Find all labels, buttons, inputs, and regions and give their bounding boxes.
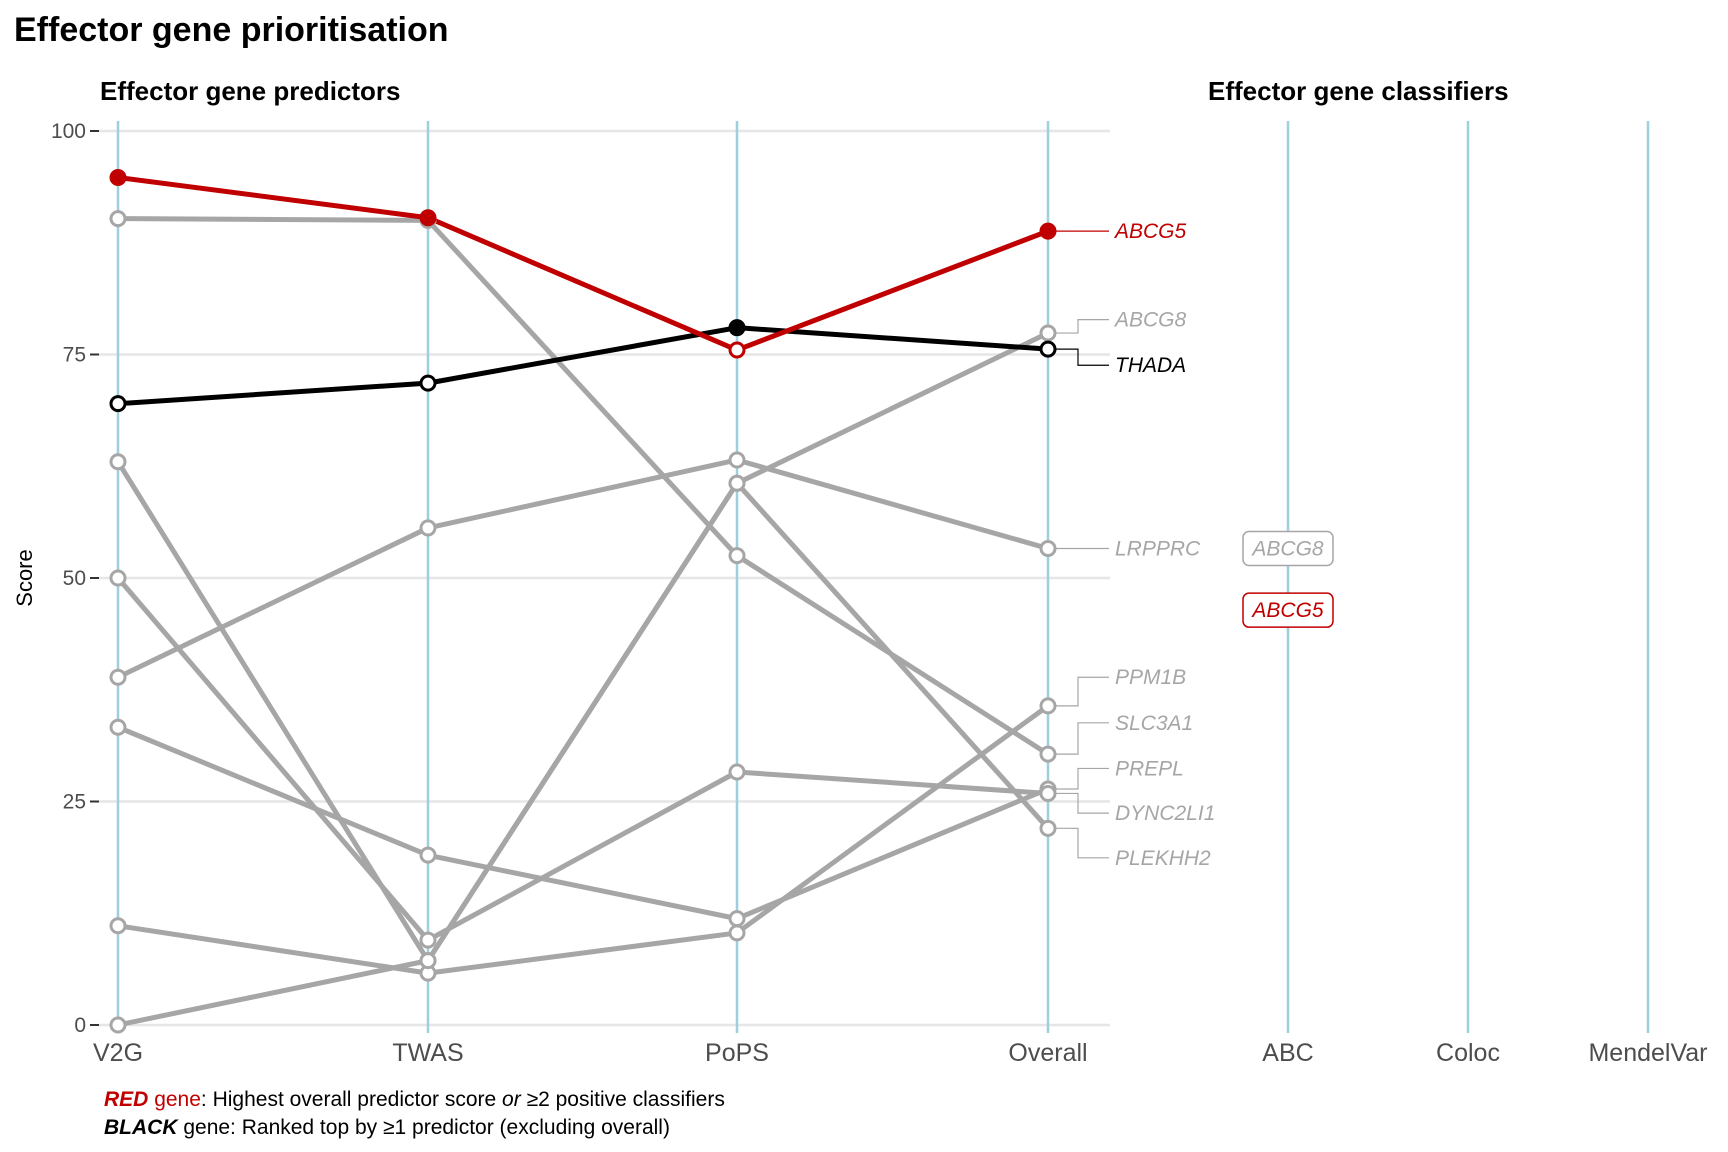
caption-black-line: BLACK gene: Ranked top by ≥1 predictor (… bbox=[104, 1116, 670, 1139]
gene-label-slc3a1: SLC3A1 bbox=[1115, 712, 1193, 735]
series-point-thada bbox=[109, 395, 127, 413]
caption-red-word: RED bbox=[104, 1088, 148, 1111]
label-leader-line bbox=[1056, 767, 1109, 790]
series-point-lrpprc bbox=[1039, 539, 1057, 557]
series-point-abcg8 bbox=[109, 1016, 127, 1034]
y-axis-label: Score bbox=[12, 549, 37, 606]
series-point-dync2li1 bbox=[728, 763, 746, 781]
series-point-abcg5 bbox=[419, 209, 437, 227]
series-point-dync2li1 bbox=[419, 931, 437, 949]
series-line-thada bbox=[115, 325, 1051, 407]
caption-red-line: RED gene: Highest overall predictor scor… bbox=[104, 1088, 725, 1111]
x-tick-labels: V2G TWAS PoPS Overall ABC Coloc MendelVar bbox=[93, 1039, 1708, 1067]
gene-label-plekhh2: PLEKHH2 bbox=[1115, 847, 1211, 870]
series-point-slc3a1 bbox=[109, 210, 127, 228]
y-gridlines bbox=[99, 129, 1110, 1027]
label-leader-line bbox=[1056, 827, 1109, 859]
chart-title: Effector gene prioritisation bbox=[14, 11, 449, 49]
caption-red-gene-word: gene bbox=[154, 1088, 201, 1111]
series-point-dync2li1 bbox=[109, 569, 127, 587]
series-point-ppm1b bbox=[109, 917, 127, 935]
gene-label-ppm1b: PPM1B bbox=[1115, 666, 1186, 689]
series-line-plekhh2 bbox=[115, 459, 1051, 964]
y-tick-label: 25 bbox=[63, 791, 86, 814]
gene-label-abcg8: ABCG8 bbox=[1113, 309, 1187, 332]
series-point-dync2li1 bbox=[1039, 784, 1057, 802]
caption-black-text: gene: Ranked top by ≥1 predictor (exclud… bbox=[178, 1116, 670, 1139]
series-line-dync2li1 bbox=[115, 575, 1051, 943]
y-tick-label: 50 bbox=[63, 567, 86, 590]
y-tick-label: 75 bbox=[63, 344, 86, 367]
gene-labels: ABCG5 ABCG8 THADA LRPPRC PPM1B SLC3A1 PREPL DYN… bbox=[1056, 220, 1215, 870]
gene-label-prepl: PREPL bbox=[1115, 757, 1184, 780]
series-point-thada bbox=[728, 319, 746, 337]
series-point-lrpprc bbox=[419, 519, 437, 537]
caption-black-word: BLACK bbox=[104, 1116, 179, 1139]
label-leader-line bbox=[1056, 319, 1109, 334]
series-point-plekhh2 bbox=[1039, 819, 1057, 837]
classifier-hit-label: ABCG8 bbox=[1250, 537, 1324, 560]
series-point-ppm1b bbox=[1039, 697, 1057, 715]
x-tick-label: Overall bbox=[1008, 1039, 1087, 1067]
series-point-prepl bbox=[419, 846, 437, 864]
series-point-thada bbox=[1039, 340, 1057, 358]
caption-red-text-or: or bbox=[502, 1088, 522, 1111]
series-point-plekhh2 bbox=[728, 474, 746, 492]
series-point-slc3a1 bbox=[1039, 745, 1057, 763]
label-leader-line bbox=[1056, 792, 1109, 814]
series-lines bbox=[115, 174, 1051, 1028]
gene-label-lrpprc: LRPPRC bbox=[1115, 537, 1201, 560]
series-point-plekhh2 bbox=[419, 952, 437, 970]
gene-label-abcg5: ABCG5 bbox=[1113, 220, 1187, 243]
series-point-abcg5 bbox=[1039, 222, 1057, 240]
caption-red-text-b: ≥2 positive classifiers bbox=[521, 1088, 725, 1111]
classifiers-panel-title: Effector gene classifiers bbox=[1208, 76, 1509, 106]
label-leader-line bbox=[1056, 348, 1109, 366]
series-points bbox=[109, 168, 1057, 1034]
predictors-panel-title: Effector gene predictors bbox=[100, 76, 401, 106]
series-point-prepl bbox=[109, 718, 127, 736]
series-line-lrpprc bbox=[115, 457, 1051, 680]
series-point-prepl bbox=[728, 910, 746, 928]
gene-label-dync2li1: DYNC2LI1 bbox=[1115, 802, 1215, 825]
series-line-abcg5 bbox=[115, 174, 1051, 353]
gene-label-thada: THADA bbox=[1115, 354, 1186, 377]
series-point-ppm1b bbox=[728, 924, 746, 942]
x-tick-label: PoPS bbox=[705, 1039, 769, 1067]
y-tick-label: 100 bbox=[51, 120, 86, 143]
x-tick-label: Coloc bbox=[1436, 1039, 1500, 1067]
x-tick-label: V2G bbox=[93, 1039, 143, 1067]
caption-red-text-a: : Highest overall predictor score bbox=[201, 1088, 502, 1111]
series-point-abcg8 bbox=[1039, 324, 1057, 342]
classifier-hit-label: ABCG5 bbox=[1250, 599, 1324, 622]
series-point-abcg5 bbox=[109, 168, 127, 186]
classifier-hits: ABCG8 ABCG5 bbox=[1242, 530, 1334, 628]
series-line-abcg8 bbox=[115, 330, 1051, 1028]
y-axis: 0 25 50 75 100 bbox=[51, 120, 99, 1037]
x-tick-label: MendelVar bbox=[1588, 1039, 1707, 1067]
label-leader-line bbox=[1056, 722, 1109, 755]
label-leader-line bbox=[1056, 676, 1109, 707]
series-line-prepl bbox=[115, 724, 1051, 922]
series-point-lrpprc bbox=[728, 451, 746, 469]
classifier-hit-box bbox=[1242, 592, 1334, 628]
series-line-ppm1b bbox=[115, 703, 1051, 976]
series-point-abcg5 bbox=[728, 341, 746, 359]
series-point-thada bbox=[419, 374, 437, 392]
x-tick-label: ABC bbox=[1262, 1039, 1313, 1067]
x-tick-label: TWAS bbox=[392, 1039, 463, 1067]
y-tick-label: 0 bbox=[74, 1014, 86, 1037]
series-point-slc3a1 bbox=[728, 547, 746, 565]
series-point-lrpprc bbox=[109, 668, 127, 686]
series-point-plekhh2 bbox=[109, 453, 127, 471]
classifier-hit-box bbox=[1242, 530, 1334, 567]
